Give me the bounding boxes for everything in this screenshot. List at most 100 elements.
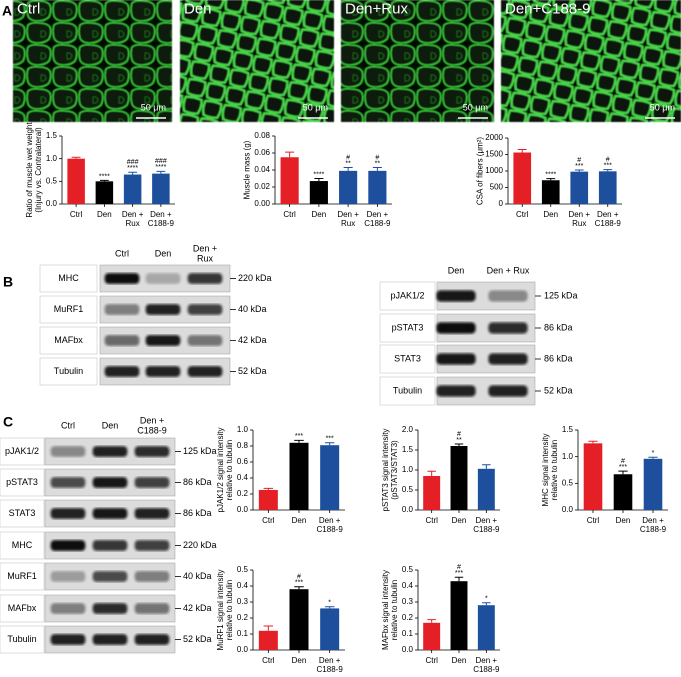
- bar: [513, 152, 532, 204]
- band: [134, 508, 170, 519]
- band: [145, 366, 181, 377]
- band: [50, 446, 86, 457]
- y-tick-label: 0.04: [254, 165, 270, 174]
- protein-label: MHC: [58, 273, 79, 283]
- x-tick-label: Den +: [150, 210, 172, 219]
- y-axis-label: MAFbx signal intensity: [381, 570, 390, 650]
- label-box: [0, 468, 45, 497]
- size-label: 52 kDa: [238, 366, 267, 376]
- y-tick-label: 1.0: [237, 425, 249, 434]
- band: [92, 603, 128, 614]
- significance: **: [345, 160, 351, 167]
- protein-label: Tubulin: [54, 366, 83, 376]
- error-bar: [427, 470, 436, 476]
- x-tick-label: C188-9: [473, 665, 500, 674]
- x-tick-label: C188-9: [595, 219, 622, 228]
- bar: [583, 443, 603, 510]
- y-tick-label: 0.3: [237, 597, 249, 606]
- error-bar: [263, 625, 274, 631]
- y-tick-label: 1.0: [402, 465, 414, 474]
- significance: *: [652, 450, 655, 457]
- protein-label: MuRF1: [7, 571, 37, 581]
- error-bar: [588, 440, 598, 444]
- x-tick-label: Den +: [319, 656, 341, 665]
- y-tick-label: 0.1: [237, 629, 249, 638]
- y-tick-label: 1000: [485, 166, 503, 175]
- band: [92, 477, 128, 488]
- band: [50, 634, 86, 645]
- significance: ****: [313, 171, 324, 178]
- y-tick-label: 0.5: [237, 565, 249, 574]
- bar: [67, 158, 85, 204]
- y-tick-label: 2000: [485, 133, 503, 142]
- size-label: 52 kDa: [183, 634, 212, 644]
- error-bar: [294, 439, 304, 443]
- scale-label: 50 μm: [141, 102, 166, 112]
- y-axis-label: relative to tubulin: [550, 440, 559, 500]
- significance: ###: [127, 159, 139, 166]
- label-box: [0, 562, 45, 591]
- label-box: [39, 326, 98, 355]
- y-axis-label: CSA of fibers (μm²): [476, 137, 485, 206]
- x-tick-label: C188-9: [364, 219, 391, 228]
- error-bar: [343, 166, 353, 171]
- band: [134, 634, 170, 645]
- y-tick-label: 0.5: [402, 565, 414, 574]
- bar: [258, 490, 278, 510]
- y-tick-label: 1500: [485, 150, 503, 159]
- protein-label: Tubulin: [393, 385, 422, 395]
- x-tick-label: Ctrl: [425, 516, 438, 525]
- bar: [289, 589, 309, 650]
- y-tick-label: 0.0: [402, 505, 414, 514]
- band: [436, 353, 476, 365]
- bar: [450, 581, 468, 650]
- y-tick-label: 0.08: [254, 131, 270, 140]
- x-tick-label: Den +: [568, 210, 590, 219]
- error-bar: [574, 169, 584, 172]
- error-bar: [546, 178, 556, 181]
- y-tick-label: 0.0: [562, 505, 574, 514]
- panel-label: C: [3, 414, 13, 430]
- image-label: Ctrl: [17, 0, 40, 17]
- significance: ****: [127, 165, 138, 172]
- label-box: [379, 344, 436, 374]
- label-box: [0, 625, 45, 654]
- band: [92, 571, 128, 582]
- error-bar: [454, 443, 464, 446]
- size-label: 86 kDa: [544, 353, 573, 363]
- y-tick-label: 0.5: [562, 478, 574, 487]
- size-label: 220 kDa: [238, 273, 272, 283]
- band: [134, 603, 170, 614]
- size-label: 42 kDa: [183, 603, 212, 613]
- size-label: 125 kDa: [183, 446, 217, 456]
- y-tick-label: 0.0: [46, 199, 58, 208]
- size-label: 125 kDa: [544, 290, 578, 300]
- label-box: [379, 281, 436, 311]
- band: [134, 540, 170, 551]
- y-tick-label: 0.2: [402, 613, 414, 622]
- micrograph: [341, 0, 494, 122]
- x-tick-label: Den: [312, 210, 327, 219]
- image-label: Den: [184, 0, 212, 17]
- x-tick-label: Den: [616, 516, 631, 525]
- y-axis-label: MuRF1 signal intensity: [216, 570, 225, 651]
- x-tick-label: Ctrl: [587, 516, 600, 525]
- y-tick-label: 0.06: [254, 148, 270, 157]
- x-tick-label: Rux: [572, 219, 586, 228]
- bar: [450, 446, 468, 510]
- label-box: [0, 499, 45, 528]
- y-axis-label: Ratio of muscle wet weight: [25, 122, 34, 218]
- x-tick-label: Ctrl: [425, 656, 438, 665]
- y-axis-label: MHC signal intensity: [541, 434, 550, 507]
- protein-label: pSTAT3: [6, 477, 38, 487]
- y-axis-label: relative to tubulin: [225, 580, 234, 640]
- y-tick-label: 0.5: [46, 176, 58, 185]
- x-tick-label: Den +: [476, 656, 498, 665]
- protein-label: MHC: [12, 540, 33, 550]
- protein-label: pSTAT3: [392, 322, 424, 332]
- x-tick-label: Den +: [597, 210, 619, 219]
- error-bar: [71, 156, 81, 159]
- protein-label: pJAK1/2: [5, 446, 39, 456]
- bar: [152, 173, 170, 204]
